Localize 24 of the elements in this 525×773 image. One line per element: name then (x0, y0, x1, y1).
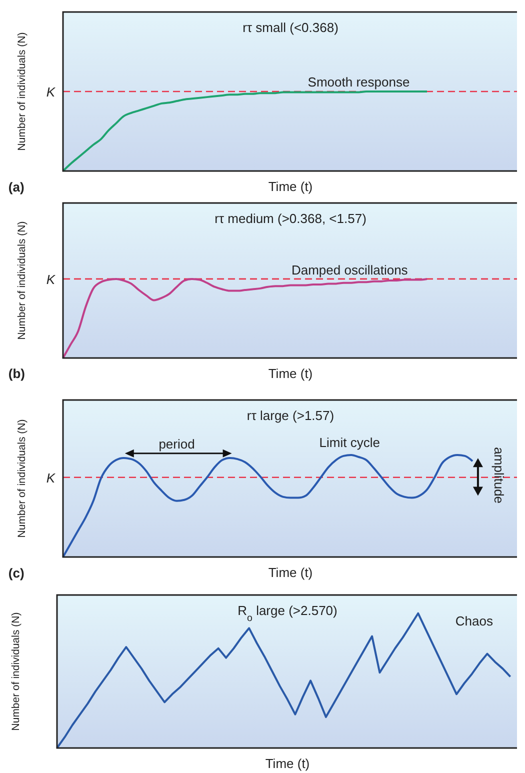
text: Smooth response (308, 74, 410, 90)
text: Damped oscillations (291, 262, 408, 278)
chart-title: rτ small (<0.368) (242, 20, 338, 35)
ref-line-label: K (46, 272, 56, 287)
y-axis-title: Number of individuals (N) (16, 32, 28, 151)
text: Limit cycle (319, 435, 380, 450)
annotation: amplitude (491, 447, 506, 504)
text: (a) (8, 180, 24, 195)
x-axis-title: Time (t) (268, 366, 313, 381)
chart-title: R$_{o}$ large (>2.570) (238, 603, 338, 624)
chart-title: rτ large (>1.57) (246, 408, 334, 423)
text: (c) (8, 565, 24, 580)
x-axis-title: Time (t) (265, 756, 310, 771)
chart-title: rτ medium (>0.368, <1.57) (214, 211, 366, 226)
text: (b) (8, 366, 26, 382)
y-axis-title: Number of individuals (N) (16, 221, 28, 340)
text: period (158, 436, 195, 452)
y-axis-title: Number of individuals (N) (16, 419, 28, 538)
y-axis-title: Number of individuals (N) (10, 612, 22, 731)
ref-line-label: K (46, 84, 56, 100)
annotation: Chaos (455, 614, 494, 629)
x-axis-title: Time (t) (268, 565, 313, 580)
ref-line-label: K (46, 470, 56, 486)
x-axis-title: Time (t) (268, 179, 313, 194)
